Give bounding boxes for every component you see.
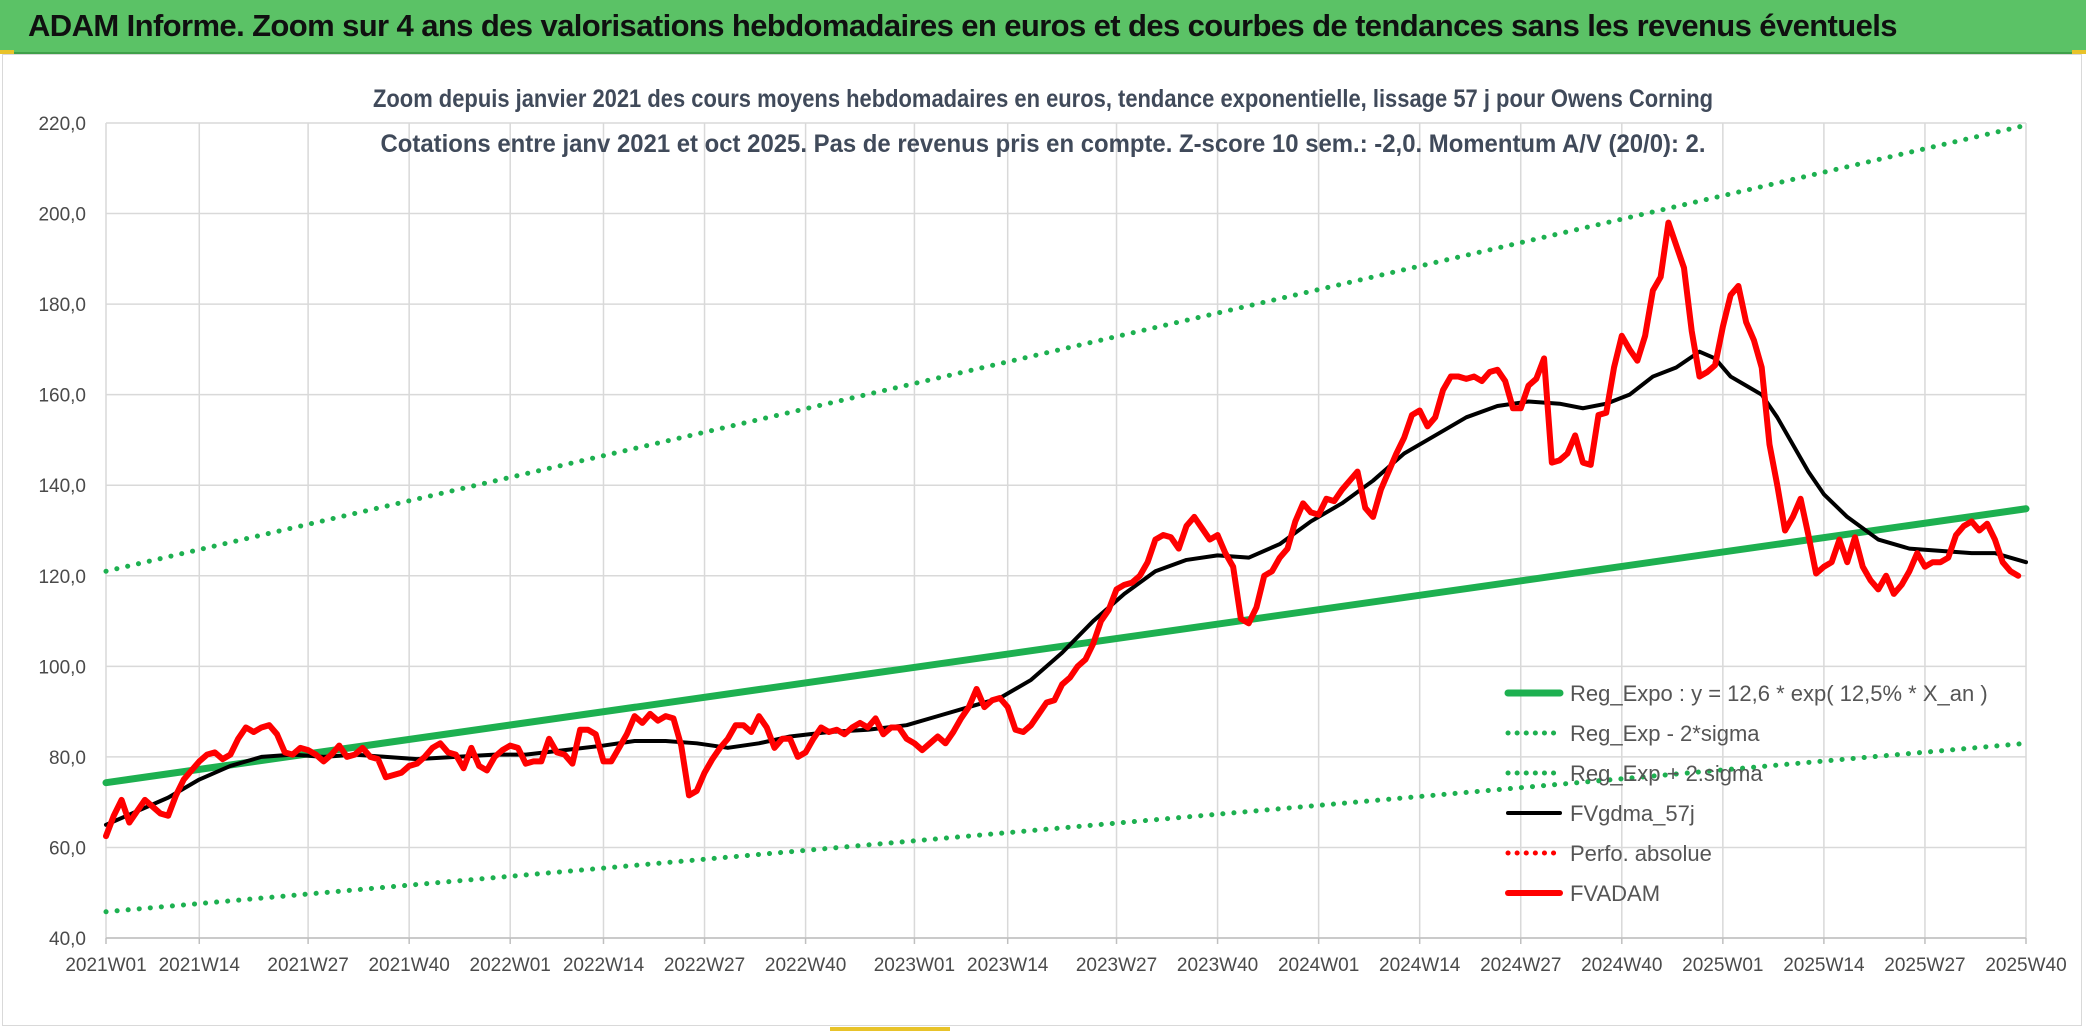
x-tick-label: 2022W01	[470, 955, 551, 976]
legend-label-2: Reg_Exp + 2.sigma	[1570, 761, 1763, 786]
x-tick-label: 2025W14	[1783, 955, 1865, 976]
legend-label-0: Reg_Expo : y = 12,6 * exp( 12,5% * X_an …	[1570, 681, 1988, 706]
x-tick-label: 2024W27	[1480, 955, 1561, 976]
page-title: ADAM Informe. Zoom sur 4 ans des valoris…	[28, 8, 1898, 43]
legend-label-3: FVgdma_57j	[1570, 801, 1695, 826]
y-tick-label: 200,0	[38, 205, 86, 226]
x-tick-label: 2023W40	[1177, 955, 1258, 976]
x-tick-label: 2022W40	[765, 955, 846, 976]
legend-label-1: Reg_Exp - 2*sigma	[1570, 721, 1760, 746]
chart-axes: 40,0 60,0 80,0 100,0 120,0 140,0 160,0 180,0 200…	[38, 114, 2066, 976]
y-tick-label: 220,0	[38, 114, 86, 135]
chart-title: Zoom depuis janvier 2021 des cours moyen…	[373, 85, 1713, 113]
x-tick-label: 2021W14	[159, 955, 241, 976]
y-tick-label: 180,0	[38, 295, 86, 316]
chart-legend: Reg_Expo : y = 12,6 * exp( 12,5% * X_an …	[1504, 681, 1988, 906]
series-line-5	[103, 219, 2022, 840]
header-accent-right	[2072, 50, 2086, 54]
y-tick-label: 80,0	[49, 748, 86, 769]
chart-grid	[105, 122, 2027, 939]
chart-subtitle: Cotations entre janv 2021 et oct 2025. P…	[381, 130, 1706, 158]
y-tick-label: 60,0	[49, 838, 86, 859]
y-tick-label: 160,0	[38, 386, 86, 407]
x-tick-label: 2021W27	[267, 955, 348, 976]
series-line-1	[103, 740, 2029, 915]
y-tick-label: 40,0	[49, 929, 86, 950]
x-tick-label: 2021W01	[65, 955, 146, 976]
x-tick-label: 2023W14	[967, 955, 1049, 976]
x-tick-label: 2022W14	[563, 955, 645, 976]
header-bar: ADAM Informe. Zoom sur 4 ans des valoris…	[0, 0, 2086, 54]
series-line-0	[102, 505, 2030, 787]
x-tick-label: 2024W01	[1278, 955, 1359, 976]
x-tick-label: 2025W27	[1884, 955, 1965, 976]
x-tick-label: 2024W40	[1581, 955, 1662, 976]
y-tick-label: 100,0	[38, 657, 86, 678]
chart-series	[102, 122, 2030, 915]
x-tick-label: 2021W40	[368, 955, 449, 976]
bottom-accent	[830, 1027, 950, 1031]
x-tick-label: 2023W01	[874, 955, 955, 976]
series-line-2	[103, 122, 2029, 574]
header-accent-left	[0, 50, 14, 54]
chart-frame	[2, 54, 2082, 1026]
legend-label-4: Perfo. absolue	[1570, 841, 1712, 866]
series-line-3	[104, 349, 2028, 827]
y-tick-label: 120,0	[38, 567, 86, 588]
x-tick-label: 2022W27	[664, 955, 745, 976]
x-tick-label: 2025W40	[1985, 955, 2066, 976]
x-tick-label: 2025W01	[1682, 955, 1763, 976]
legend-label-5: FVADAM	[1570, 881, 1660, 906]
x-tick-label: 2023W27	[1076, 955, 1157, 976]
y-tick-label: 140,0	[38, 476, 86, 497]
x-tick-label: 2024W14	[1379, 955, 1461, 976]
